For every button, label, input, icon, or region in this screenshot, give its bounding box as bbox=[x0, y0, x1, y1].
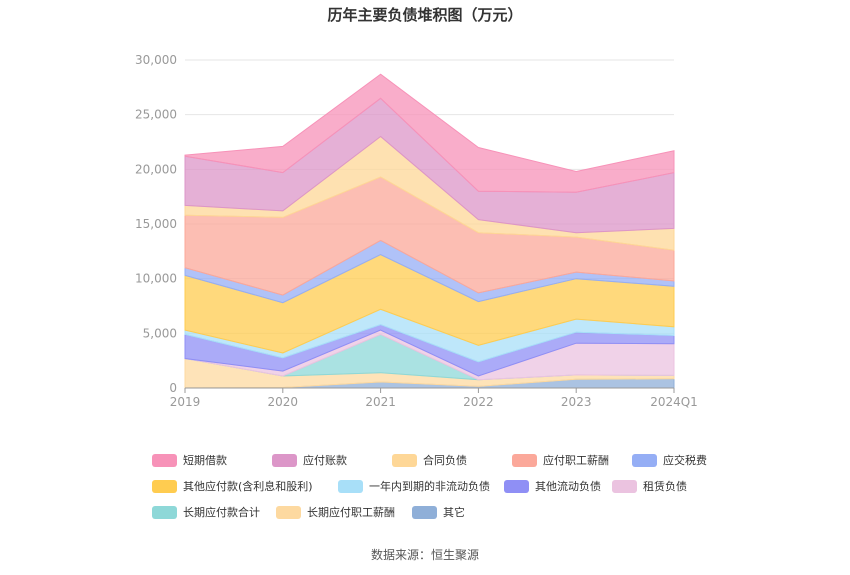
x-tick-label: 2021 bbox=[365, 395, 396, 409]
x-tick-label: 2024Q1 bbox=[650, 395, 698, 409]
legend-item-payroll-payable[interactable]: 应付职工薪酬 bbox=[512, 452, 632, 468]
legend-swatch bbox=[612, 479, 637, 493]
legend-swatch bbox=[412, 505, 437, 519]
legend-item-contract-liabilities[interactable]: 合同负债 bbox=[392, 452, 512, 468]
legend-label: 租赁负债 bbox=[643, 480, 687, 493]
legend-item-long-term-payables[interactable]: 长期应付款合计 bbox=[152, 504, 276, 520]
legend-label: 其他流动负债 bbox=[535, 480, 601, 493]
area-series bbox=[184, 73, 675, 389]
legend-label: 应付账款 bbox=[303, 454, 347, 467]
x-tick-label: 2023 bbox=[561, 395, 592, 409]
y-tick-label: 5,000 bbox=[143, 326, 177, 340]
legend-item-other-payables[interactable]: 其他应付款(含利息和股利) bbox=[152, 478, 338, 494]
y-tick-label: 15,000 bbox=[135, 217, 177, 231]
stacked-area-chart: 0 5,000 10,000 15,000 20,000 25,000 30,000 2019… bbox=[135, 53, 698, 409]
legend-row: 长期应付款合计 长期应付职工薪酬 其它 bbox=[152, 499, 752, 525]
area-series-11 bbox=[184, 73, 675, 193]
data-source-note: 数据来源：恒生聚源 bbox=[370, 548, 479, 562]
x-tick-label: 2020 bbox=[268, 395, 299, 409]
legend-item-taxes-payable[interactable]: 应交税费 bbox=[632, 452, 752, 468]
legend: 短期借款 应付账款 合同负债 应付职工薪酬 应交税费 其他应付款(含利息和股利)… bbox=[152, 447, 752, 525]
legend-label: 其他应付款(含利息和股利) bbox=[183, 480, 313, 493]
legend-swatch bbox=[152, 505, 177, 519]
y-tick-label: 30,000 bbox=[135, 53, 177, 67]
legend-label: 其它 bbox=[443, 506, 465, 519]
legend-swatch bbox=[276, 505, 301, 519]
y-tick-label: 20,000 bbox=[135, 162, 177, 176]
legend-swatch bbox=[152, 453, 177, 467]
y-tick-label: 10,000 bbox=[135, 272, 177, 286]
legend-swatch bbox=[272, 453, 297, 467]
legend-item-accounts-payable[interactable]: 应付账款 bbox=[272, 452, 392, 468]
legend-label: 合同负债 bbox=[423, 454, 467, 467]
legend-swatch bbox=[512, 453, 537, 467]
legend-item-lease-liabilities[interactable]: 租赁负债 bbox=[612, 478, 736, 494]
legend-swatch bbox=[632, 453, 657, 467]
legend-swatch bbox=[152, 479, 177, 493]
legend-swatch bbox=[392, 453, 417, 467]
legend-label: 短期借款 bbox=[183, 454, 227, 467]
legend-item-current-portion-noncurrent[interactable]: 一年内到期的非流动负债 bbox=[338, 478, 504, 494]
legend-swatch bbox=[338, 479, 363, 493]
chart-title: 历年主要负债堆积图（万元） bbox=[327, 6, 523, 24]
x-tick-label: 2019 bbox=[170, 395, 201, 409]
axes: 0 5,000 10,000 15,000 20,000 25,000 30,000 2019… bbox=[135, 53, 698, 409]
legend-item-long-term-payroll[interactable]: 长期应付职工薪酬 bbox=[276, 504, 412, 520]
legend-label: 一年内到期的非流动负债 bbox=[369, 480, 490, 493]
legend-item-other[interactable]: 其它 bbox=[412, 504, 536, 520]
legend-row: 短期借款 应付账款 合同负债 应付职工薪酬 应交税费 bbox=[152, 447, 752, 473]
legend-swatch bbox=[504, 479, 529, 493]
legend-label: 长期应付款合计 bbox=[183, 506, 260, 519]
legend-label: 长期应付职工薪酬 bbox=[307, 506, 395, 519]
legend-row: 其他应付款(含利息和股利) 一年内到期的非流动负债 其他流动负债 租赁负债 bbox=[152, 473, 752, 499]
y-tick-label: 0 bbox=[169, 381, 177, 395]
legend-label: 应交税费 bbox=[663, 454, 707, 467]
y-tick-label: 25,000 bbox=[135, 108, 177, 122]
legend-item-other-current-liabilities[interactable]: 其他流动负债 bbox=[504, 478, 612, 494]
legend-label: 应付职工薪酬 bbox=[543, 454, 609, 467]
legend-item-short-term-loans[interactable]: 短期借款 bbox=[152, 452, 272, 468]
x-tick-label: 2022 bbox=[463, 395, 494, 409]
